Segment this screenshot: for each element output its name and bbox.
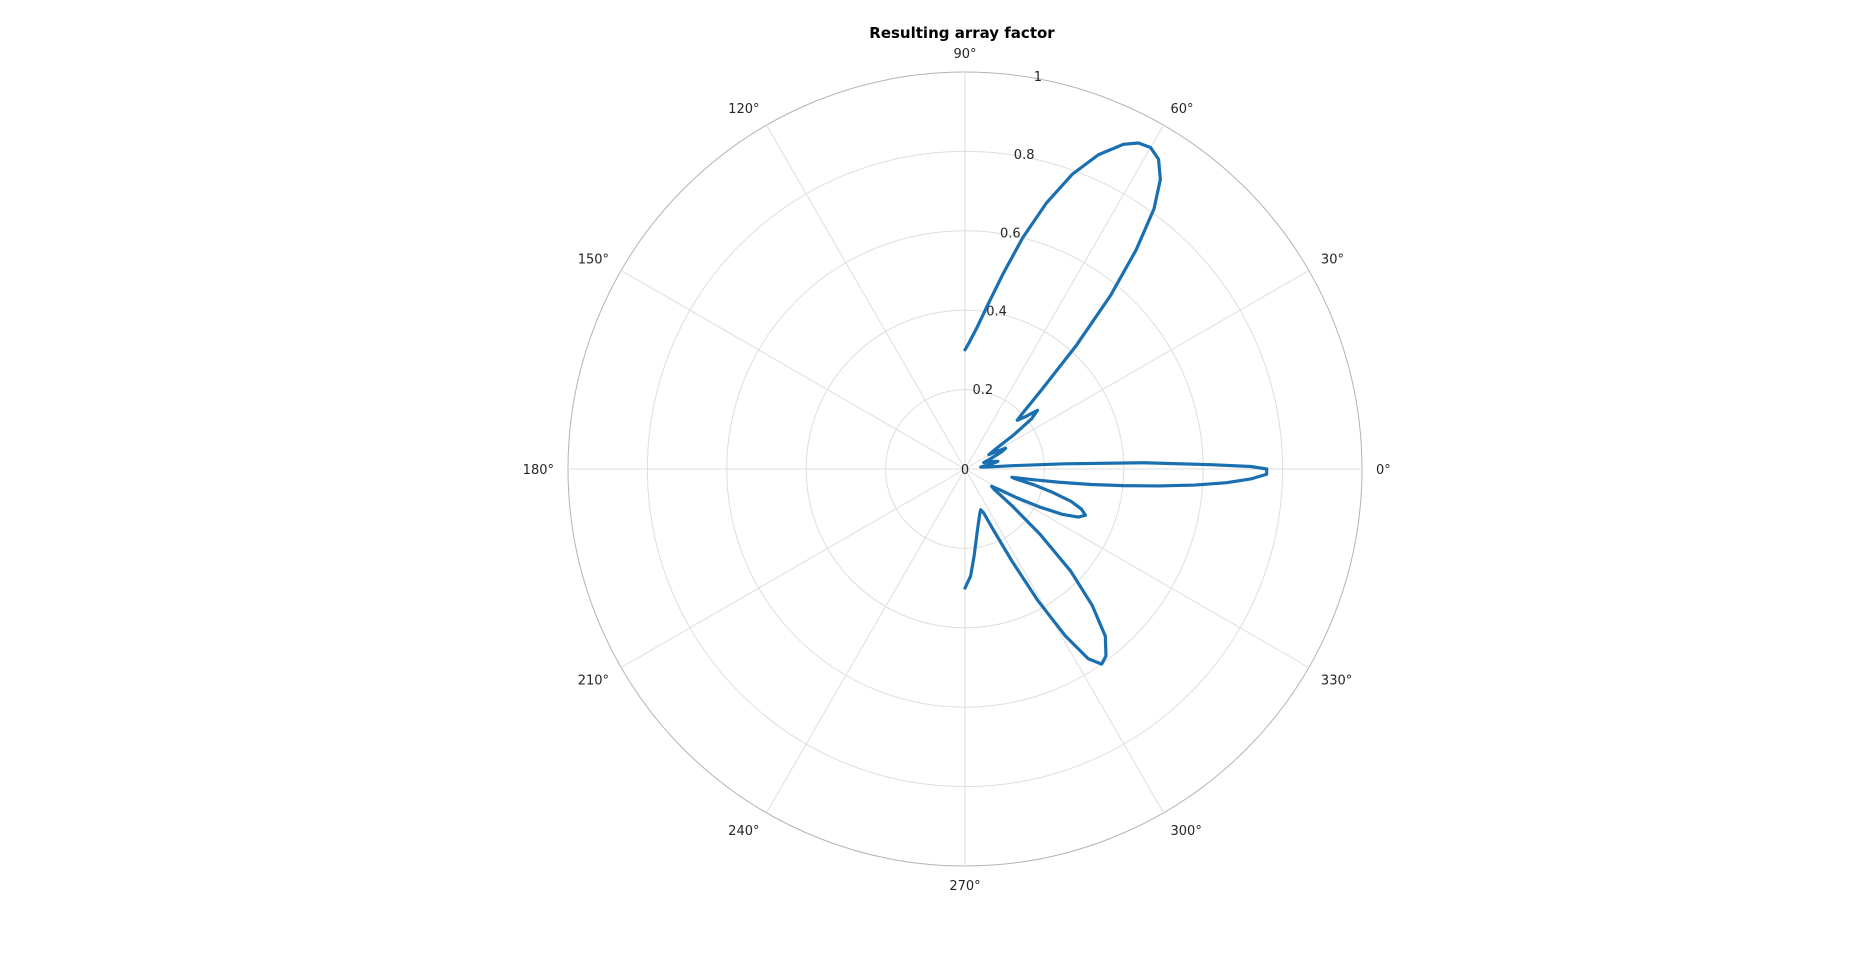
theta-tick-label: 120° bbox=[728, 102, 759, 117]
radial-tick-label: 0.8 bbox=[1014, 148, 1035, 163]
radial-tick-label: 1 bbox=[1034, 70, 1042, 85]
chart-title: Resulting array factor bbox=[869, 24, 1055, 42]
theta-tick-label: 150° bbox=[578, 253, 609, 268]
series-layer bbox=[963, 141, 1269, 666]
radial-tick-label: 0.6 bbox=[1000, 226, 1021, 241]
radial-tick-label: 0 bbox=[961, 463, 969, 478]
angular-grid-spoke bbox=[964, 468, 1164, 814]
theta-tick-label: 240° bbox=[728, 824, 759, 839]
angular-grid-spoke bbox=[620, 270, 966, 470]
angular-grid-spoke bbox=[620, 468, 966, 668]
array-factor-trace bbox=[963, 141, 1269, 666]
theta-tick-labels: 0° 30° 60° 90° 120° 150° 180° 210° 240° 270° 300° 3… bbox=[523, 47, 1391, 894]
angular-grid-spoke bbox=[964, 270, 1310, 470]
angular-grid-spoke bbox=[766, 124, 966, 470]
angular-grid-spoke bbox=[766, 468, 966, 814]
angular-grid-spoke bbox=[964, 124, 1164, 470]
polar-grid bbox=[567, 71, 1363, 867]
theta-tick-label: 330° bbox=[1321, 674, 1352, 689]
angular-grid-spoke bbox=[964, 468, 1310, 668]
radial-tick-labels: 0 0.2 0.4 0.6 0.8 1 bbox=[961, 70, 1042, 478]
theta-tick-label: 90° bbox=[953, 47, 976, 62]
theta-tick-label: 180° bbox=[523, 463, 554, 478]
radial-tick-label: 0.4 bbox=[986, 305, 1007, 320]
radial-tick-label: 0.2 bbox=[972, 383, 993, 398]
theta-tick-label: 60° bbox=[1171, 102, 1194, 117]
theta-tick-label: 270° bbox=[949, 879, 980, 894]
theta-tick-label: 30° bbox=[1321, 253, 1344, 268]
theta-tick-label: 210° bbox=[578, 674, 609, 689]
theta-tick-label: 0° bbox=[1376, 463, 1391, 478]
theta-tick-label: 300° bbox=[1171, 824, 1202, 839]
